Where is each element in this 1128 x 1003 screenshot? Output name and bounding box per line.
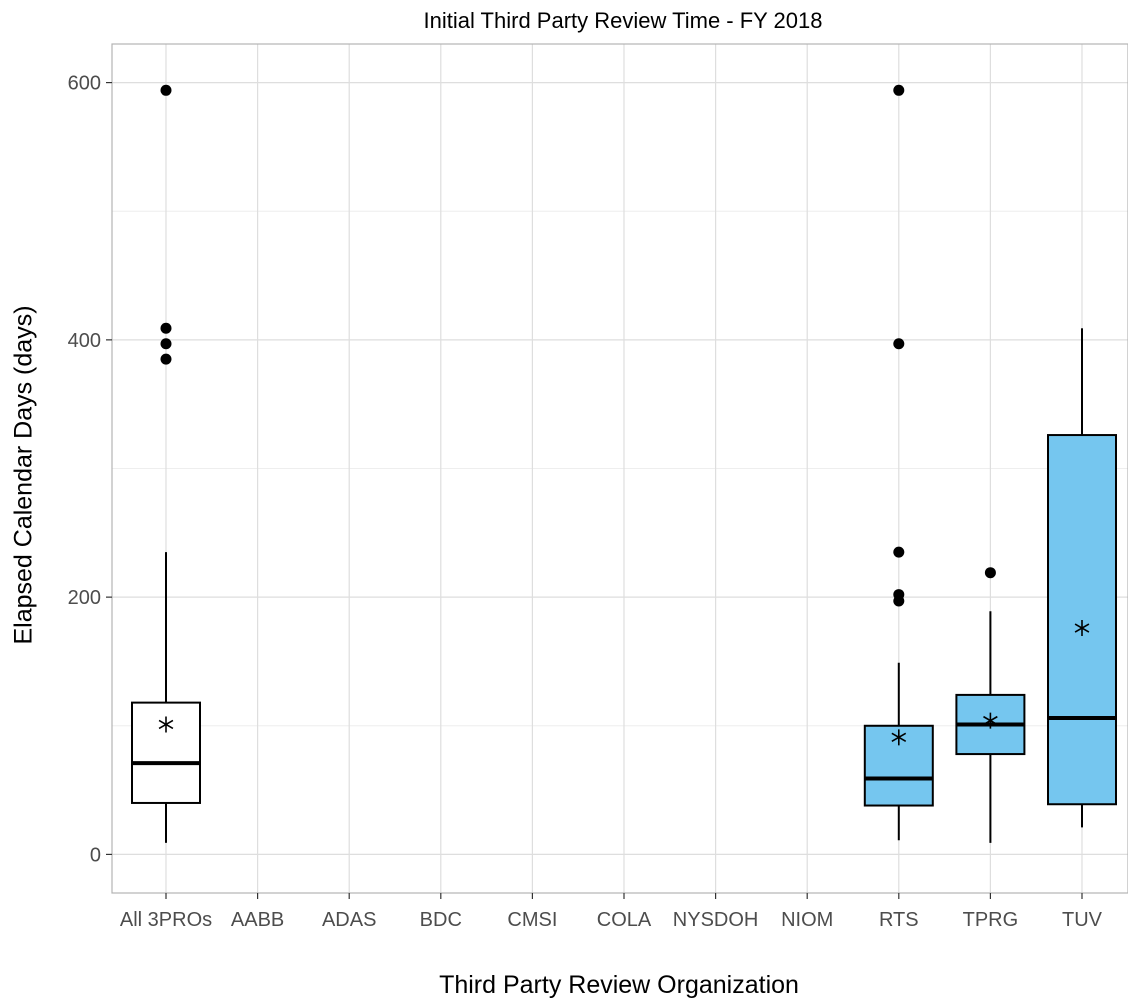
x-tick-label: COLA (597, 909, 652, 931)
axis-layer: 0 200 400 600 All 3PROs AABB ADAS BDC CMSI COLA NY… (68, 43, 1128, 931)
outlier-point (893, 338, 905, 350)
x-axis-label: Third Party Review Organization (439, 971, 799, 999)
x-tick-label: BDC (420, 909, 462, 931)
y-tick-label: 400 (68, 330, 101, 352)
outlier-point (160, 322, 172, 334)
mean-marker (158, 716, 174, 733)
box-all-3pros (131, 84, 201, 843)
x-tick-label: All 3PROs (120, 909, 212, 931)
x-tick-label: RTS (879, 909, 919, 931)
box-iqr (1047, 434, 1117, 806)
box-tprg (955, 567, 1026, 843)
box-layer (131, 84, 1117, 843)
mean-marker-stroke (1074, 623, 1090, 633)
outlier-point (893, 84, 905, 96)
x-tick-label: NIOM (781, 909, 833, 931)
chart-title: Initial Third Party Review Time - FY 201… (423, 8, 823, 33)
outlier-point (893, 546, 905, 558)
mean-marker (1074, 620, 1090, 637)
y-tick-label: 200 (68, 587, 101, 609)
outlier-point (160, 338, 172, 350)
mean-marker (891, 729, 907, 746)
box-tuv (1047, 328, 1117, 828)
x-tick-label: TUV (1062, 909, 1103, 931)
x-tick-label: TPRG (963, 909, 1019, 931)
outlier-point (893, 589, 905, 601)
box-rts (863, 84, 934, 841)
x-tick-label: NYSDOH (673, 909, 759, 931)
x-tick-label: AABB (231, 909, 284, 931)
x-tick-label: ADAS (322, 909, 376, 931)
plot-panel-border (111, 43, 1128, 894)
outlier-point (984, 567, 996, 579)
grid-layer (112, 44, 1128, 893)
mean-marker-stroke (891, 732, 907, 743)
x-tick-label: CMSI (507, 909, 557, 931)
mean-marker-stroke (983, 715, 998, 726)
y-tick-label: 0 (90, 844, 101, 866)
y-axis-label: Elapsed Calendar Days (days) (9, 305, 38, 645)
mean-marker (983, 712, 998, 729)
outlier-point (160, 84, 172, 96)
y-tick-label: 600 (68, 73, 101, 95)
mean-marker-stroke (158, 719, 174, 730)
outlier-point (160, 353, 172, 365)
